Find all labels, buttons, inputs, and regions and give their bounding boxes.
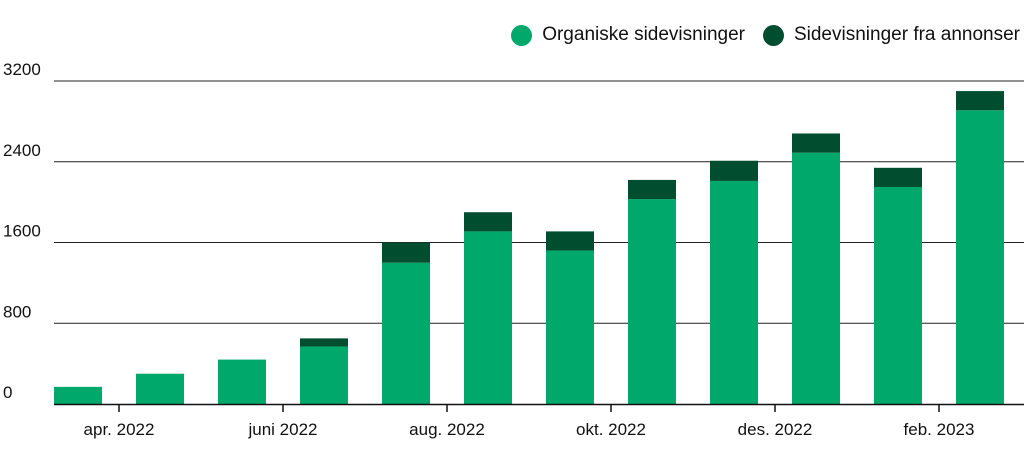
bar-organic xyxy=(546,250,594,404)
bar-ads xyxy=(956,91,1004,111)
bar-ads xyxy=(546,231,594,251)
bar-organic xyxy=(464,231,512,404)
legend-item-organic: Organiske sidevisninger xyxy=(511,24,745,46)
bar-ads xyxy=(710,160,758,181)
legend-item-ads: Sidevisninger fra annonser xyxy=(762,24,1020,46)
x-tick-label: juni 2022 xyxy=(247,420,317,439)
x-tick-label: feb. 2023 xyxy=(904,420,975,439)
legend-label-ads: Sidevisninger fra annonser xyxy=(793,24,1020,45)
bar-ads xyxy=(628,179,676,200)
legend: Organiske sidevisninger Sidevisninger fr… xyxy=(511,24,1020,46)
y-tick-label: 2400 xyxy=(3,141,41,160)
legend-swatch-ads xyxy=(762,24,784,46)
bar-ads xyxy=(382,242,430,263)
bar-organic xyxy=(54,386,102,404)
bar-organic xyxy=(956,110,1004,404)
y-tick-label: 0 xyxy=(3,383,12,402)
bar-organic xyxy=(218,359,266,404)
bar-organic xyxy=(710,180,758,404)
x-tick-label: des. 2022 xyxy=(738,420,813,439)
y-tick-label: 1600 xyxy=(3,222,41,241)
bar-ads xyxy=(464,212,512,232)
bar-organic xyxy=(300,346,348,404)
bar-ads xyxy=(874,167,922,187)
x-tick-label: aug. 2022 xyxy=(409,420,485,439)
x-tick-label: okt. 2022 xyxy=(576,420,646,439)
legend-swatch-organic xyxy=(511,24,533,46)
bar-organic xyxy=(874,186,922,404)
bar-ads xyxy=(792,133,840,153)
x-tick-label: apr. 2022 xyxy=(84,420,155,439)
bar-organic xyxy=(792,152,840,404)
bar-ads xyxy=(300,338,348,347)
y-tick-label: 3200 xyxy=(3,60,41,79)
legend-label-organic: Organiske sidevisninger xyxy=(542,24,745,45)
bar-organic xyxy=(136,373,184,404)
bar-organic xyxy=(628,199,676,404)
bar-organic xyxy=(382,262,430,404)
y-tick-label: 800 xyxy=(3,302,31,321)
